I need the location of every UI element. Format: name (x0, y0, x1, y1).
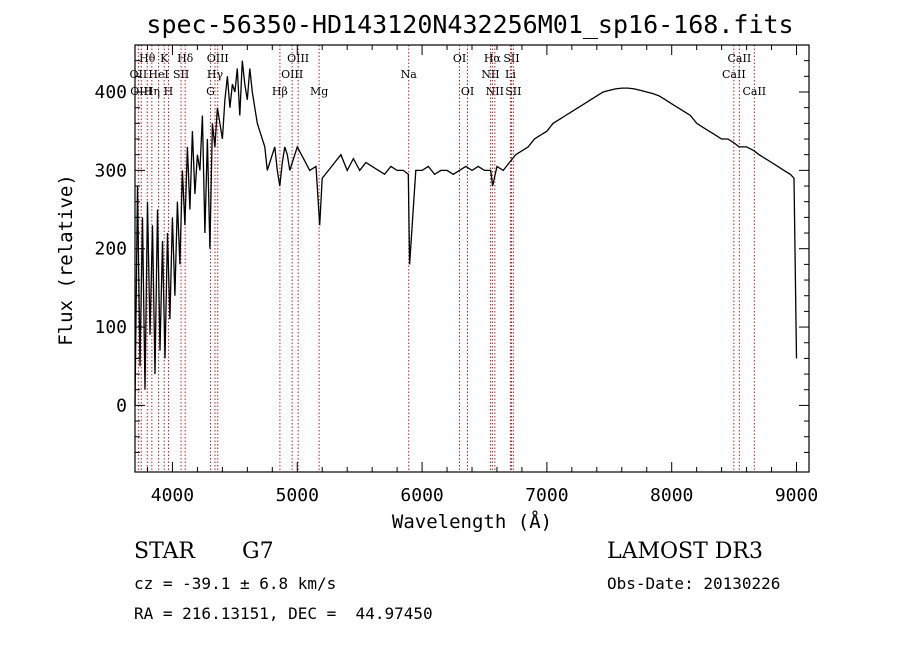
emission-line-markers (137, 45, 755, 472)
x-axis-ticks: 4000 5000 6000 7000 8000 9000 (146, 45, 818, 506)
emission-line-label: Mg (310, 85, 328, 98)
survey-name: LAMOST DR3 (607, 539, 763, 564)
emission-line-label: Li (505, 68, 516, 81)
emission-line-label: H (164, 85, 174, 98)
emission-line-label: NII (486, 85, 504, 98)
emission-line-label: Hη (144, 85, 160, 98)
emission-line-label: Hβ (272, 85, 288, 98)
emission-line-label: OIII (287, 52, 309, 65)
x-tick-label: 9000 (775, 485, 818, 506)
emission-line-label: SII (505, 85, 521, 98)
emission-line-label: Hδ (177, 52, 194, 65)
y-tick-label: 400 (94, 82, 127, 103)
emission-line-label: NII (481, 68, 499, 81)
object-subclass: G7 (242, 539, 274, 564)
emission-line-labels: Hθ OII OIII K HeI Hη Hδ SII H OIII Hγ G OIII OIII Hβ Mg… (130, 52, 767, 98)
emission-line-label: K (160, 52, 169, 65)
emission-line-label: G (206, 85, 215, 98)
emission-line-label: SII (503, 52, 519, 65)
emission-line-label: CaII (728, 52, 752, 65)
x-axis-label: Wavelength (Å) (392, 510, 552, 533)
x-tick-label: 4000 (151, 485, 194, 506)
emission-line-label: OIII (130, 85, 152, 98)
emission-line-label: CaII (742, 85, 766, 98)
observation-date: Obs-Date: 20130226 (607, 574, 781, 593)
y-tick-label: 100 (94, 317, 127, 338)
emission-line-label: OI (461, 85, 474, 98)
emission-line-label: Hθ (139, 52, 156, 65)
x-tick-label: 8000 (650, 485, 693, 506)
emission-line-label: OIII (207, 52, 229, 65)
emission-line-label: HeI (148, 68, 168, 81)
spectrum-line (134, 60, 798, 406)
chart-title: spec-56350-HD143120N432256M01_sp16-168.f… (146, 10, 793, 39)
emission-line-label: Na (401, 68, 418, 81)
y-tick-label: 300 (94, 160, 127, 181)
plot-frame (134, 44, 810, 473)
emission-line-label: OI (453, 52, 466, 65)
coordinates-text: RA = 216.13151, DEC = 44.97450 (134, 604, 433, 623)
object-type: STAR (134, 539, 195, 564)
y-tick-label: 0 (116, 395, 127, 416)
emission-line-label: SII (173, 68, 189, 81)
emission-line-label: OIII (281, 68, 303, 81)
emission-line-label: Hα (484, 52, 502, 65)
y-axis-label: Flux (relative) (55, 174, 77, 346)
emission-line-label: OII (130, 68, 148, 81)
x-tick-label: 7000 (525, 485, 568, 506)
redshift-text: cz = -39.1 ± 6.8 km/s (134, 574, 337, 593)
emission-line-label: Hγ (207, 68, 224, 81)
x-tick-label: 5000 (276, 485, 319, 506)
y-tick-label: 200 (94, 239, 127, 260)
y-axis-ticks: 0 100 200 300 400 (94, 60, 809, 453)
x-tick-label: 6000 (400, 485, 443, 506)
emission-line-label: CaII (722, 68, 746, 81)
